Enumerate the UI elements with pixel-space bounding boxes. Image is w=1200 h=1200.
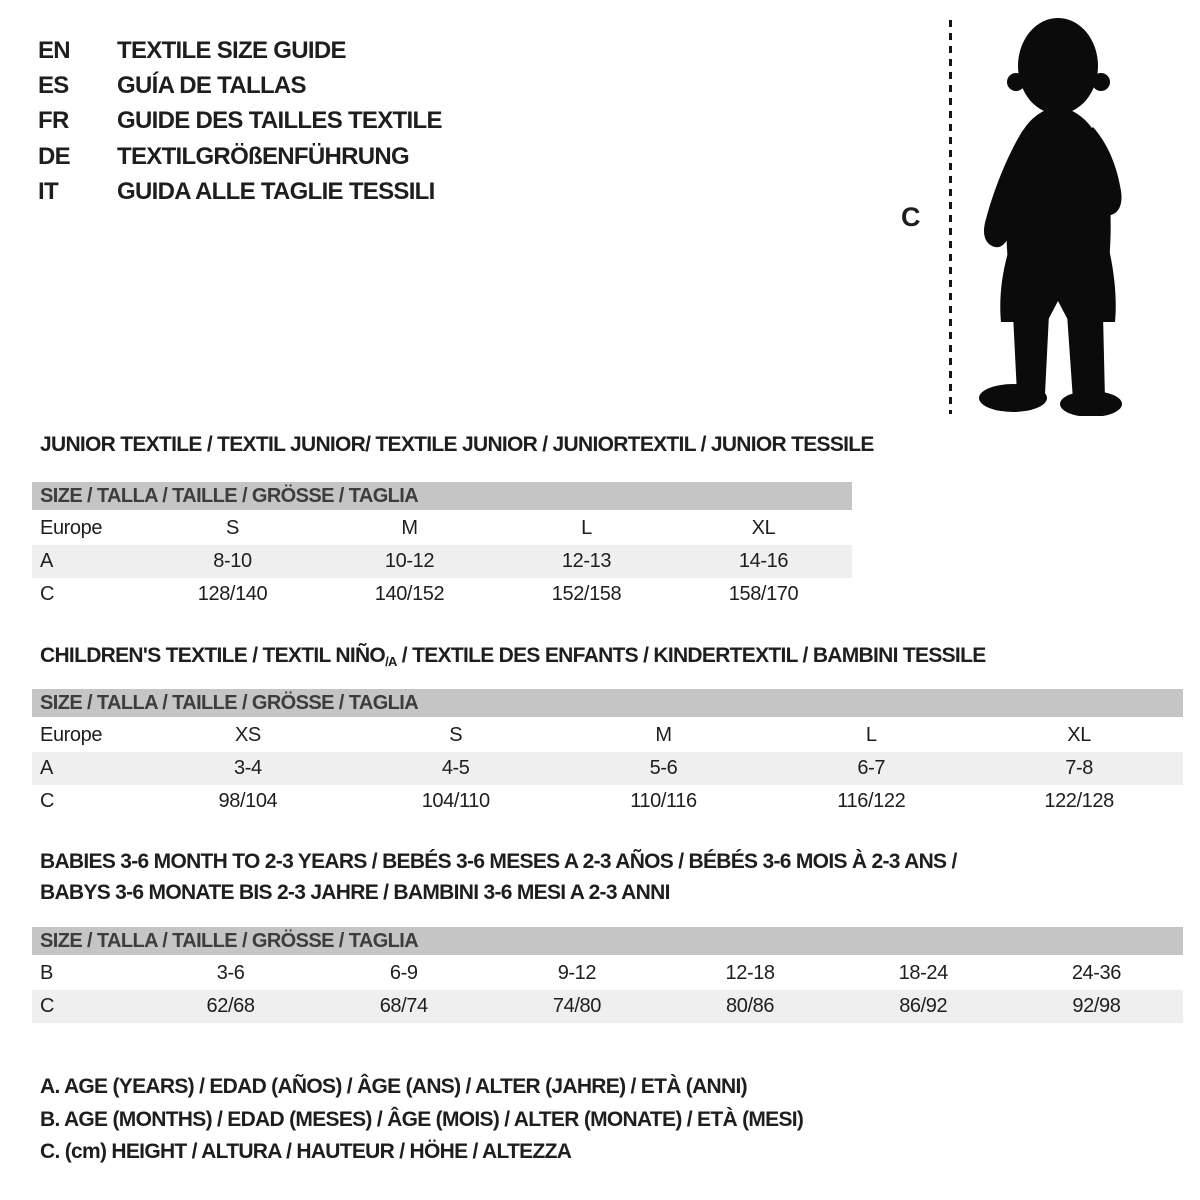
guide-title-en: TEXTILE SIZE GUIDE [117, 36, 346, 64]
table-cell: 4-5 [441, 757, 470, 779]
table-cell: 110/116 [630, 790, 697, 812]
table-row-height: C 128/140 140/152 152/158 158/170 [32, 578, 852, 611]
table-cell: 12-18 [725, 962, 776, 984]
table-cell: 104/110 [421, 790, 490, 812]
legend-line-a: A. AGE (YEARS) / EDAD (AÑOS) / ÂGE (ANS)… [40, 1075, 748, 1098]
children-title-subscript: /A [385, 654, 397, 669]
language-code: FR [38, 107, 69, 135]
language-row-it: IT GUIDA ALLE TAGLIE TESSILI [38, 175, 442, 210]
language-row-es: ES GUÍA DE TALLAS [38, 68, 442, 103]
table-cell: 3-4 [234, 757, 262, 779]
table-row-europe: Europe XS S M L XL [32, 719, 1183, 752]
table-cell: 7-8 [1065, 757, 1093, 779]
table-row-age: A 3-4 4-5 5-6 6-7 7-8 [32, 752, 1183, 785]
language-code: EN [38, 36, 71, 64]
table-cell: 24-36 [1071, 962, 1122, 984]
table-cell: 92/98 [1072, 995, 1121, 1017]
table-cell: 5-6 [649, 757, 678, 779]
table-cell: 68/74 [379, 995, 428, 1017]
guide-title-de: TEXTILGRÖßENFÜHRUNG [117, 142, 410, 170]
table-cell: 74/80 [552, 995, 601, 1017]
language-row-en: EN TEXTILE SIZE GUIDE [38, 33, 442, 68]
table-cell: 8-10 [213, 550, 252, 572]
table-row-height: C 62/68 68/74 74/80 80/86 86/92 92/98 [32, 990, 1183, 1023]
table-cell: 6-9 [389, 962, 418, 984]
children-title-part1: CHILDREN'S TEXTILE / TEXTIL NIÑO [40, 644, 386, 667]
guide-title-it: GUIDA ALLE TAGLIE TESSILI [117, 178, 435, 206]
table-cell: 6-7 [857, 757, 886, 779]
language-code: IT [38, 178, 59, 206]
table-cell: M [655, 724, 672, 746]
table-cell: S [226, 517, 239, 539]
table-cell: 14-16 [738, 550, 789, 572]
table-cell: L [581, 517, 592, 539]
table-row-europe: Europe S M L XL [32, 512, 852, 545]
height-measure-dashed-line [949, 20, 952, 414]
language-code: ES [38, 72, 69, 100]
table-row-months: B 3-6 6-9 9-12 12-18 18-24 24-36 [32, 957, 1183, 990]
children-title-part2: / TEXTILE DES ENFANTS / KINDERTEXTIL / B… [396, 644, 986, 667]
babies-section-title: BABIES 3-6 MONTH TO 2-3 YEARS / BEBÉS 3-… [40, 846, 957, 908]
table-cell: 140/152 [374, 583, 445, 605]
row-label: Europe [40, 517, 103, 539]
children-size-table: SIZE / TALLA / TAILLE / GRÖSSE / TAGLIA … [32, 689, 1183, 818]
language-row-de: DE TEXTILGRÖßENFÜHRUNG [38, 139, 442, 174]
table-row-height: C 98/104 104/110 110/116 116/122 122/128 [32, 785, 1183, 818]
table-cell: XL [751, 517, 776, 539]
table-cell: 158/170 [728, 583, 799, 605]
baby-silhouette-icon [979, 18, 1122, 416]
table-cell: 62/68 [206, 995, 255, 1017]
language-code: DE [38, 142, 71, 170]
table-cell: 86/92 [899, 995, 948, 1017]
junior-size-table: SIZE / TALLA / TAILLE / GRÖSSE / TAGLIA … [32, 482, 852, 611]
row-label: C [40, 995, 55, 1017]
table-cell: 10-12 [384, 550, 435, 572]
row-label: Europe [40, 724, 103, 746]
table-cell: S [449, 724, 463, 746]
size-header-row: SIZE / TALLA / TAILLE / GRÖSSE / TAGLIA [32, 482, 852, 510]
height-measure-label: C [901, 202, 921, 232]
table-cell: 122/128 [1044, 790, 1114, 812]
row-label: C [40, 583, 55, 605]
table-cell: 3-6 [216, 962, 245, 984]
table-cell: 12-13 [561, 550, 612, 572]
babies-title-line2: BABYS 3-6 MONATE BIS 2-3 JAHRE / BAMBINI… [40, 881, 670, 904]
row-label: B [40, 962, 53, 984]
table-cell: 116/122 [837, 790, 906, 812]
table-cell: 152/158 [551, 583, 622, 605]
babies-size-table: SIZE / TALLA / TAILLE / GRÖSSE / TAGLIA … [32, 927, 1183, 1023]
legend-line-c: C. (cm) HEIGHT / ALTURA / HAUTEUR / HÖHE… [40, 1140, 572, 1163]
measure-legend: A. AGE (YEARS) / EDAD (AÑOS) / ÂGE (ANS)… [40, 1071, 804, 1169]
table-cell: L [865, 724, 877, 746]
table-row-age: A 8-10 10-12 12-13 14-16 [32, 545, 852, 578]
table-cell: XL [1067, 724, 1091, 746]
table-cell: M [401, 517, 418, 539]
table-cell: 80/86 [726, 995, 775, 1017]
legend-line-b: B. AGE (MONTHS) / EDAD (MESES) / ÂGE (MO… [40, 1107, 804, 1131]
guide-title-fr: GUIDE DES TAILLES TEXTILE [117, 107, 442, 135]
table-cell: 128/140 [197, 583, 268, 605]
row-label: A [40, 757, 53, 779]
table-cell: 18-24 [898, 962, 949, 984]
guide-title-es: GUÍA DE TALLAS [117, 72, 307, 100]
language-title-list: EN TEXTILE SIZE GUIDE ES GUÍA DE TALLAS … [38, 33, 442, 210]
row-label: A [40, 550, 53, 572]
table-cell: 98/104 [218, 790, 278, 812]
table-cell: XS [234, 724, 261, 746]
children-section-title: CHILDREN'S TEXTILE / TEXTIL NIÑO/A / TEX… [40, 644, 986, 669]
babies-title-line1: BABIES 3-6 MONTH TO 2-3 YEARS / BEBÉS 3-… [40, 850, 957, 873]
row-label: C [40, 790, 55, 812]
size-header-row: SIZE / TALLA / TAILLE / GRÖSSE / TAGLIA [32, 689, 1183, 717]
junior-section-title: JUNIOR TEXTILE / TEXTIL JUNIOR/ TEXTILE … [40, 433, 874, 456]
size-header-row: SIZE / TALLA / TAILLE / GRÖSSE / TAGLIA [32, 927, 1183, 955]
table-cell: 9-12 [557, 962, 597, 984]
language-row-fr: FR GUIDE DES TAILLES TEXTILE [38, 104, 442, 139]
